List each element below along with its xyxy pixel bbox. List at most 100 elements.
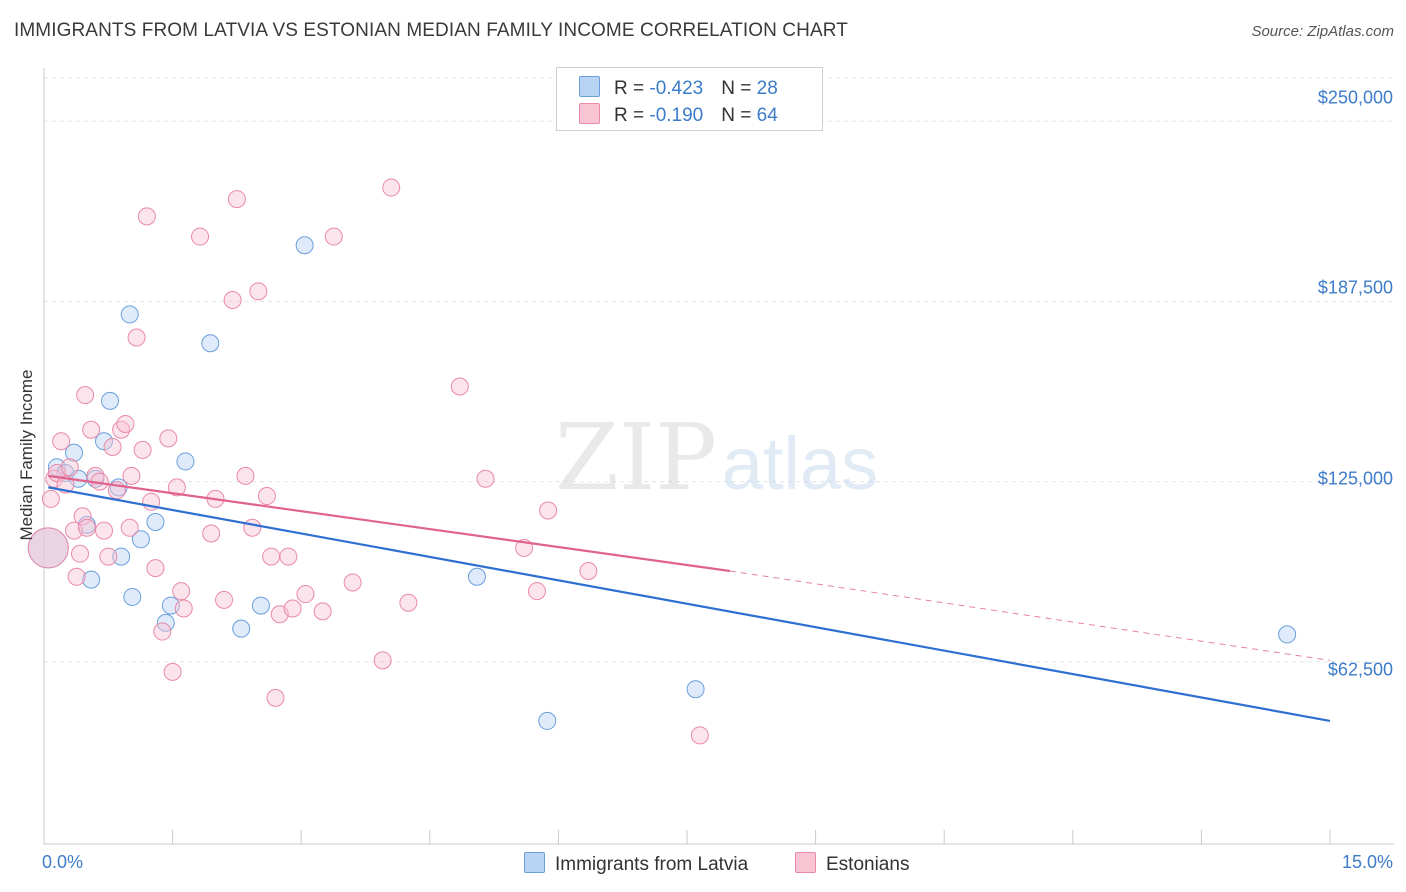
data-point — [232, 619, 251, 638]
r-value: -0.190 — [649, 105, 704, 126]
trend-line-estonians-extension — [729, 570, 1331, 661]
stats-row-latvia: R = -0.423 N = 28 — [579, 76, 778, 100]
chart-title: IMMIGRANTS FROM LATVIA VS ESTONIAN MEDIA… — [14, 20, 848, 41]
n-value: 28 — [756, 78, 778, 99]
data-point — [373, 651, 392, 670]
data-point — [27, 527, 69, 569]
data-point — [324, 227, 343, 246]
data-point — [295, 236, 314, 255]
data-point — [112, 547, 131, 566]
data-point — [527, 582, 546, 601]
data-point — [467, 567, 486, 586]
data-point — [163, 662, 182, 681]
data-point — [690, 726, 709, 745]
x-tick-label-min: 0.0% — [42, 852, 84, 872]
data-point — [159, 429, 178, 448]
data-point — [251, 596, 270, 615]
data-point — [172, 582, 191, 601]
data-point — [686, 680, 705, 699]
data-point — [257, 487, 276, 506]
data-point — [343, 573, 362, 592]
data-point — [71, 544, 90, 563]
data-point — [77, 518, 96, 537]
data-point — [202, 524, 221, 543]
data-point — [215, 590, 234, 609]
data-point — [174, 599, 193, 618]
data-point — [52, 432, 71, 451]
data-point — [538, 711, 557, 730]
watermark: ZIP atlas — [555, 404, 878, 511]
data-point — [313, 602, 332, 621]
data-point — [279, 547, 298, 566]
r-label: R = — [614, 105, 650, 126]
data-point — [167, 478, 186, 497]
y-tick-label: $250,000 — [1317, 87, 1393, 108]
axes — [43, 68, 1394, 845]
r-value: -0.423 — [649, 78, 704, 99]
data-point — [201, 334, 220, 353]
stats-row-estonians: R = -0.190 N = 64 — [579, 103, 778, 127]
y-tick-label: $187,500 — [1317, 277, 1393, 298]
latvia-swatch — [579, 76, 600, 97]
y-axis-label: Median Family Income — [17, 369, 36, 541]
data-point — [296, 585, 315, 604]
r-label: R = — [614, 78, 650, 99]
trend-line-estonians — [48, 474, 731, 573]
legend-swatch-latvia — [524, 852, 545, 873]
source-label: Source: ZipAtlas.com — [1251, 23, 1394, 40]
data-point — [41, 489, 60, 508]
legend-label-estonians: Estonians — [826, 854, 910, 875]
data-point — [227, 190, 246, 209]
data-point — [122, 466, 141, 485]
data-point — [283, 599, 302, 618]
data-point — [382, 178, 401, 197]
data-point — [120, 518, 139, 537]
watermark-atlas: atlas — [722, 422, 878, 505]
n-label: N = — [721, 105, 757, 126]
data-point — [153, 622, 172, 641]
x-tick-label-max: 15.0% — [1341, 852, 1393, 872]
data-point — [249, 282, 268, 301]
data-point — [82, 420, 101, 439]
series-estonians-points — [27, 178, 709, 745]
data-point — [131, 530, 150, 549]
y-tick-label: $62,500 — [1327, 659, 1393, 680]
data-point — [99, 547, 118, 566]
data-point — [127, 328, 146, 347]
data-point — [450, 377, 469, 396]
n-label: N = — [721, 78, 757, 99]
data-point — [191, 227, 210, 246]
legend-item-latvia[interactable]: Immigrants from Latvia — [524, 852, 748, 876]
legend-label-latvia: Immigrants from Latvia — [555, 854, 749, 875]
data-point — [262, 547, 281, 566]
data-point — [76, 386, 95, 405]
data-point — [1278, 625, 1297, 644]
data-point — [60, 458, 79, 477]
data-point — [123, 587, 142, 606]
data-point — [73, 507, 92, 526]
data-point — [103, 438, 122, 457]
data-point — [116, 414, 135, 433]
data-point — [146, 512, 165, 531]
y-tick-label: $125,000 — [1317, 468, 1393, 489]
trend-line-latvia — [48, 486, 1331, 722]
data-point — [82, 570, 101, 589]
data-point — [95, 521, 114, 540]
watermark-zip: ZIP — [555, 404, 717, 511]
trend-lines — [48, 474, 1331, 722]
data-point — [137, 207, 156, 226]
stats-box: R = -0.423 N = 28 R = -0.190 N = 64 — [556, 67, 823, 131]
data-point — [65, 443, 84, 462]
gridlines — [44, 77, 1394, 663]
data-point — [243, 518, 262, 537]
data-point — [120, 305, 139, 324]
data-point — [133, 440, 152, 459]
data-point — [266, 688, 285, 707]
legend-item-estonians[interactable]: Estonians — [795, 852, 909, 876]
data-point — [146, 559, 165, 578]
data-point — [67, 567, 86, 586]
data-point — [579, 561, 598, 580]
data-point — [539, 501, 558, 520]
legend-swatch-estonians — [795, 852, 816, 873]
